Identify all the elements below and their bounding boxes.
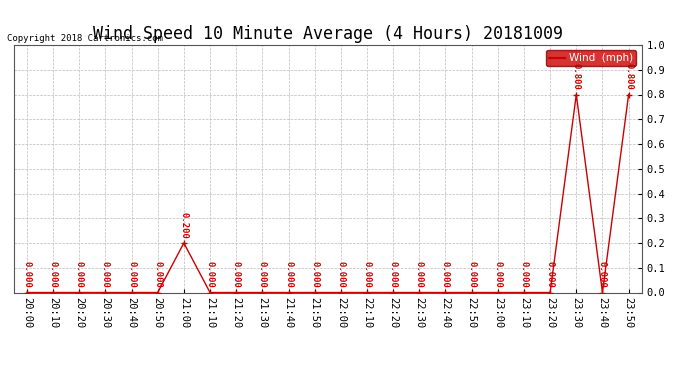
Text: 0.000: 0.000 [520,261,529,288]
Text: 0.000: 0.000 [48,261,57,288]
Text: 0.000: 0.000 [127,261,136,288]
Text: 0.000: 0.000 [441,261,450,288]
Legend: Wind  (mph): Wind (mph) [546,50,636,66]
Text: 0.000: 0.000 [22,261,31,288]
Text: 0.000: 0.000 [153,261,162,288]
Text: 0.000: 0.000 [206,261,215,288]
Text: 0.000: 0.000 [598,261,607,288]
Text: 0.000: 0.000 [232,261,241,288]
Text: 0.000: 0.000 [467,261,476,288]
Text: 0.800: 0.800 [624,63,633,90]
Text: 0.000: 0.000 [546,261,555,288]
Text: 0.000: 0.000 [415,261,424,288]
Text: 0.000: 0.000 [336,261,345,288]
Text: 0.000: 0.000 [388,261,397,288]
Text: 0.000: 0.000 [101,261,110,288]
Text: 0.000: 0.000 [362,261,371,288]
Text: 0.000: 0.000 [310,261,319,288]
Title: Wind Speed 10 Minute Average (4 Hours) 20181009: Wind Speed 10 Minute Average (4 Hours) 2… [92,26,563,44]
Text: 0.000: 0.000 [258,261,267,288]
Text: 0.200: 0.200 [179,212,188,239]
Text: Copyright 2018 Cartronics.com: Copyright 2018 Cartronics.com [7,34,163,43]
Text: 0.000: 0.000 [75,261,83,288]
Text: 0.000: 0.000 [284,261,293,288]
Text: 0.000: 0.000 [493,261,502,288]
Text: 0.800: 0.800 [572,63,581,90]
